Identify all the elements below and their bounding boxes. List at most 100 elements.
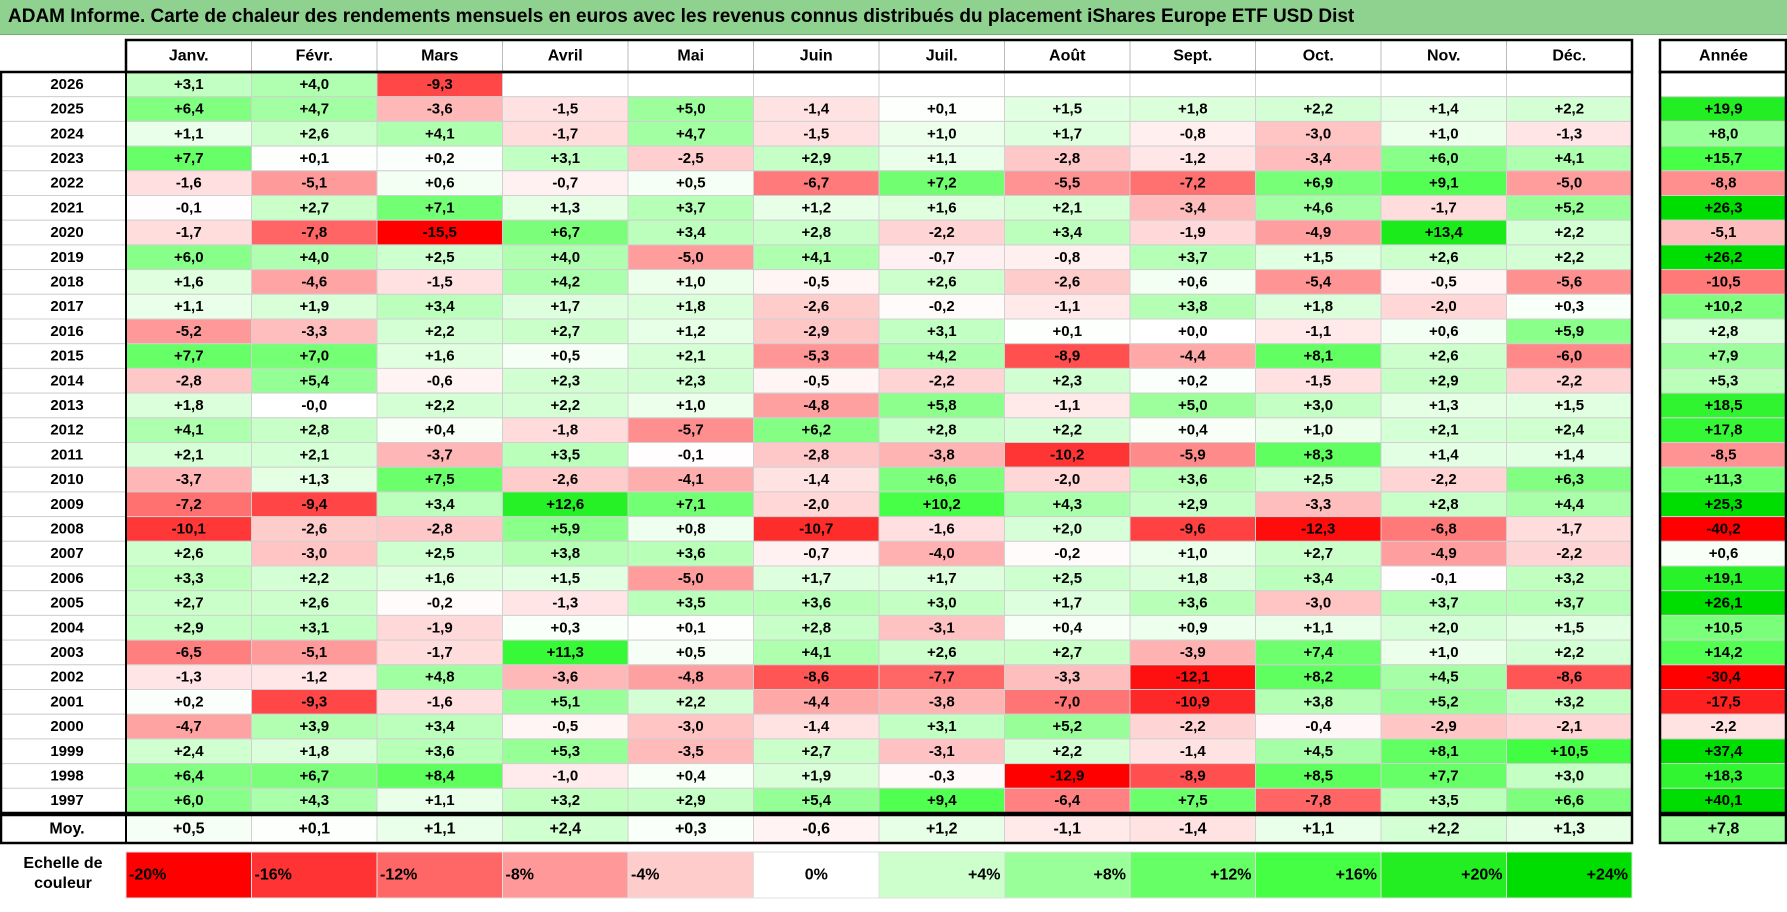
- heatmap-cell-label: +2,6: [174, 545, 204, 562]
- heatmap-cell-label: +2,2: [1052, 422, 1082, 439]
- heatmap-cell-label: -2,1: [1556, 718, 1582, 735]
- heatmap-cell: [376, 689, 503, 715]
- heatmap-cell: [502, 417, 629, 443]
- heatmap-cell: [502, 170, 629, 197]
- heatmap-cell: [1129, 639, 1256, 666]
- heatmap-cell-label: +10,5: [1550, 743, 1588, 760]
- heatmap-cell: [878, 590, 1005, 616]
- heatmap-cell-label: -0,8: [1180, 125, 1206, 142]
- heatmap-cell: [502, 442, 629, 468]
- heatmap-cell: [878, 787, 1005, 814]
- heatmap-cell-label: +3,7: [1178, 249, 1208, 266]
- heatmap-cell: [376, 269, 503, 295]
- heatmap-cell-label: -3,4: [1180, 199, 1207, 216]
- heatmap-cell-label: -6,5: [176, 644, 202, 661]
- heatmap-cell: [753, 442, 880, 468]
- heatmap-cell-label: +2,2: [676, 693, 706, 710]
- heatmap-cell: [627, 639, 754, 666]
- heatmap-cell: [1506, 120, 1633, 147]
- heatmap-cell-label: -1,6: [427, 693, 453, 710]
- heatmap-cell-label: +3,8: [1303, 693, 1333, 710]
- heatmap-cell: [502, 491, 629, 518]
- heatmap-cell-label: +1,8: [676, 298, 706, 315]
- heatmap-cell-label: -3,0: [1305, 595, 1331, 612]
- color-scale-label: -4%: [631, 867, 659, 884]
- heatmap-cell: [376, 516, 503, 542]
- heatmap-cell-label: -7,0: [1054, 693, 1080, 710]
- heatmap-cell-label: -4,7: [176, 718, 202, 735]
- heatmap-cell-label: +3,7: [676, 199, 706, 216]
- heatmap-cell-label: +5,2: [1052, 718, 1082, 735]
- heatmap-cell-label: -0,5: [1431, 273, 1457, 290]
- heatmap-cell-label: -3,3: [1054, 669, 1080, 686]
- heatmap-cell: [376, 565, 503, 592]
- heatmap-cell-label: +0,3: [1554, 298, 1584, 315]
- heatmap-cell-label: +2,1: [1052, 199, 1082, 216]
- heatmap-cell-label: -12,1: [1176, 669, 1210, 686]
- heatmap-cell: [1004, 466, 1131, 493]
- heatmap-cell-label: -3,1: [929, 619, 955, 636]
- year-label: 2021: [50, 199, 83, 216]
- heatmap-cell-label: +1,8: [1178, 101, 1208, 118]
- heatmap-cell-label: +2,5: [1052, 570, 1082, 587]
- year-label: 2020: [50, 224, 83, 241]
- average-cell-label: +0,1: [298, 821, 330, 838]
- heatmap-cell-label: -3,6: [427, 101, 453, 118]
- heatmap-cell-label: +0,4: [425, 422, 455, 439]
- table-border: [0, 70, 1634, 815]
- heatmap-cell-label: -2,2: [1180, 718, 1206, 735]
- heatmap-cell: [1129, 565, 1256, 592]
- heatmap-cell: [1255, 787, 1382, 814]
- heatmap-cell-label: -1,5: [1305, 372, 1331, 389]
- heatmap-cell: [502, 738, 629, 765]
- heatmap-cell: [251, 787, 378, 814]
- heatmap-cell: [1506, 664, 1633, 690]
- heatmap-cell: [502, 689, 629, 715]
- heatmap-cell-label: -0,1: [176, 199, 202, 216]
- heatmap-cell-label: -6,0: [1556, 348, 1582, 365]
- heatmap-cell: [125, 713, 252, 740]
- heatmap-cell-label: +1,4: [1429, 446, 1459, 463]
- heatmap-cell-label: +1,2: [676, 323, 706, 340]
- column-header: Avril: [548, 48, 583, 65]
- heatmap-cell-label: +4,5: [1429, 669, 1459, 686]
- heatmap-cell: [1255, 491, 1382, 518]
- heatmap-cell: [1129, 738, 1256, 765]
- heatmap-cell: [502, 71, 629, 98]
- heatmap-cell-label: +0,5: [676, 175, 706, 192]
- heatmap-cell: [1506, 466, 1633, 493]
- color-scale-label: -8%: [506, 867, 534, 884]
- heatmap-cell: [1506, 689, 1633, 715]
- heatmap-cell-label: +3,6: [801, 595, 831, 612]
- heatmap-cell-label: +2,4: [174, 743, 204, 760]
- heatmap-cell-label: +1,5: [550, 570, 580, 587]
- heatmap-cell: [376, 120, 503, 147]
- heatmap-cell-label: +2,6: [927, 644, 957, 661]
- heatmap-cell: [251, 145, 378, 172]
- heatmap-cell-label: +4,0: [550, 249, 580, 266]
- heatmap-cell: [1506, 590, 1633, 616]
- heatmap-cell: [627, 318, 754, 345]
- heatmap-cell: [1255, 318, 1382, 345]
- heatmap-cell: [125, 639, 252, 666]
- color-scale-swatch: [1255, 851, 1382, 899]
- annual-cell: [1659, 293, 1787, 320]
- year-label: 2022: [50, 175, 83, 192]
- year-cell: [0, 269, 127, 295]
- heatmap-cell: [627, 170, 754, 197]
- average-cell: [251, 814, 378, 844]
- heatmap-cell: [1506, 318, 1633, 345]
- heatmap-cell: [878, 491, 1005, 518]
- year-cell: [0, 145, 127, 172]
- annual-cell-label: +19,9: [1705, 101, 1743, 118]
- heatmap-cell: [251, 367, 378, 394]
- heatmap-cell-label: -1,9: [427, 619, 453, 636]
- heatmap-cell-label: -2,6: [1054, 273, 1080, 290]
- heatmap-cell-label: +2,2: [1303, 101, 1333, 118]
- heatmap-cell-label: -8,6: [803, 669, 829, 686]
- heatmap-cell-label: -4,4: [1180, 348, 1207, 365]
- annual-cell-label: +8,0: [1709, 125, 1739, 142]
- heatmap-cell-label: +3,0: [1554, 767, 1584, 784]
- heatmap-cell-label: +6,7: [550, 224, 580, 241]
